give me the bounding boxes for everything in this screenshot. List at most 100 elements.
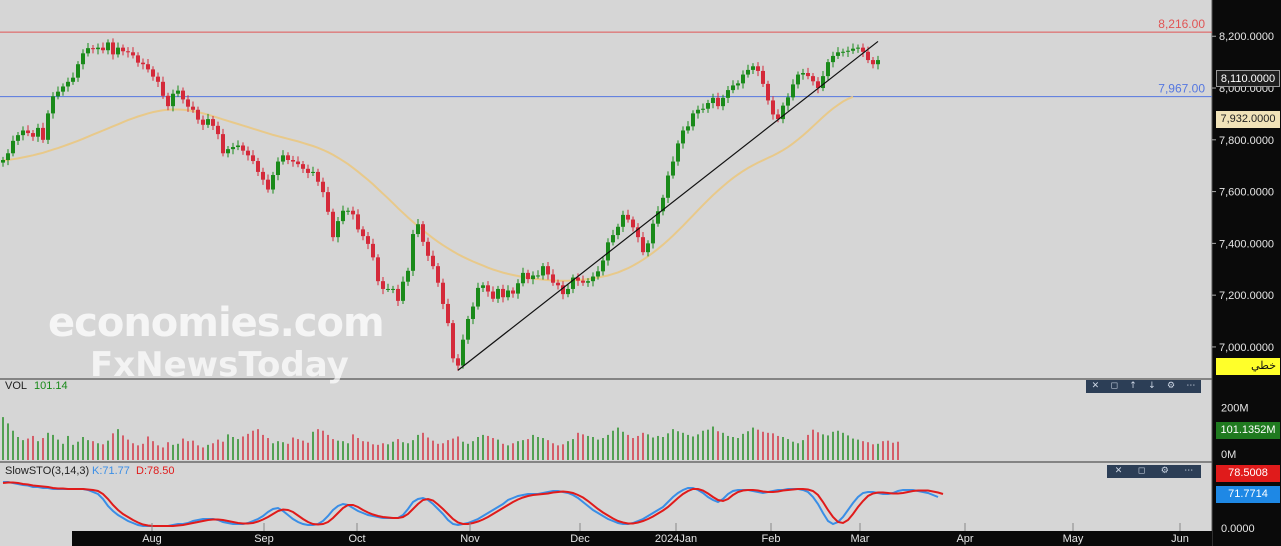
- resistance-label: 8,216.00: [1158, 17, 1205, 31]
- candle-body: [261, 171, 265, 180]
- time-tick-label: Dec: [570, 533, 590, 545]
- candle-body: [451, 323, 455, 359]
- candle-body: [606, 242, 610, 261]
- candle-body: [616, 226, 620, 236]
- candle-body: [81, 53, 85, 65]
- candle-body: [706, 103, 710, 109]
- candle-body: [811, 76, 815, 82]
- candle-body: [176, 90, 180, 94]
- candle-body: [11, 140, 15, 154]
- price-tick-label: 7,000.0000: [1219, 342, 1274, 354]
- candle-body: [511, 290, 515, 294]
- candle-body: [876, 60, 880, 65]
- time-tick-label: Apr: [956, 533, 973, 545]
- candle-body: [131, 52, 135, 56]
- candle-body: [816, 81, 820, 89]
- candle-body: [781, 105, 785, 120]
- candle-body: [871, 60, 875, 65]
- candle-body: [856, 47, 860, 49]
- candle-body: [306, 168, 310, 173]
- candle-body: [256, 161, 260, 172]
- restore-icon[interactable]: ◻: [1110, 381, 1118, 391]
- time-tick-label: Oct: [348, 533, 365, 545]
- more-icon[interactable]: ⋯: [1186, 381, 1196, 391]
- candle-body: [186, 99, 190, 107]
- stoch-k-label: K:71.77: [92, 465, 130, 477]
- time-tick-label: Sep: [254, 533, 274, 545]
- candle-body: [866, 51, 870, 61]
- candle-body: [271, 175, 275, 190]
- candle-body: [181, 90, 185, 100]
- candle-body: [701, 108, 705, 110]
- candle-body: [786, 97, 790, 106]
- candle-body: [326, 192, 330, 212]
- candle-body: [161, 81, 165, 96]
- stoch-d-label: D:78.50: [136, 465, 175, 477]
- candle-body: [156, 76, 160, 82]
- candle-body: [41, 127, 45, 140]
- stoch-label: SlowSTO(3,14,3): [5, 465, 89, 477]
- last-price-tag: 8,110.0000: [1216, 70, 1280, 87]
- candle-body: [6, 153, 10, 161]
- stoch-k-tag: 71.7714: [1216, 486, 1280, 503]
- time-tick-label: Jun: [1171, 533, 1189, 545]
- candle-body: [241, 145, 245, 151]
- stoch-pane-toolbar: ✕ ◻ ⚙ ⋯: [1107, 465, 1201, 478]
- move-up-icon[interactable]: ↑: [1129, 381, 1137, 391]
- candle-body: [716, 97, 720, 107]
- candle-body: [601, 260, 605, 272]
- candle-body: [191, 106, 195, 110]
- settings-icon[interactable]: ⚙: [1160, 466, 1169, 476]
- candle-body: [821, 76, 825, 89]
- candle-body: [531, 275, 535, 280]
- candle-body: [686, 126, 690, 131]
- candle-body: [101, 47, 105, 51]
- candle-body: [836, 52, 840, 56]
- candle-body: [731, 85, 735, 91]
- restore-icon[interactable]: ◻: [1137, 466, 1146, 476]
- move-down-icon[interactable]: ↓: [1148, 381, 1156, 391]
- candle-body: [561, 285, 565, 295]
- candle-body: [291, 160, 295, 162]
- close-icon[interactable]: ✕: [1091, 381, 1100, 391]
- candle-body: [521, 272, 525, 284]
- candle-body: [751, 66, 755, 70]
- candle-body: [526, 272, 530, 280]
- candle-body: [61, 86, 65, 92]
- candle-body: [841, 51, 845, 53]
- candle-body: [746, 69, 750, 75]
- price-tick-label: 7,200.0000: [1219, 290, 1274, 302]
- candle-body: [481, 285, 485, 288]
- candle-body: [246, 150, 250, 156]
- candle-body: [56, 91, 60, 97]
- candle-body: [201, 119, 205, 125]
- support-label: 7,967.00: [1158, 82, 1205, 96]
- candle-body: [336, 221, 340, 238]
- time-tick-label: Feb: [762, 533, 781, 545]
- candle-body: [851, 48, 855, 51]
- close-icon[interactable]: ✕: [1114, 466, 1123, 476]
- stoch-d-line: [2, 481, 944, 527]
- candle-body: [331, 211, 335, 238]
- candle-body: [66, 81, 70, 87]
- candle-body: [171, 93, 175, 107]
- trend-line: [457, 40, 879, 371]
- candle-body: [366, 236, 370, 244]
- candle-body: [411, 234, 415, 271]
- candle-body: [386, 288, 390, 290]
- more-icon[interactable]: ⋯: [1184, 466, 1194, 476]
- time-tick-label: May: [1063, 533, 1084, 545]
- stoch-tick-label: 0.0000: [1221, 523, 1255, 535]
- candle-body: [551, 274, 555, 283]
- line-tool-tag[interactable]: خطي: [1216, 358, 1280, 375]
- candle-body: [216, 125, 220, 135]
- price-tick-label: 8,200.0000: [1219, 31, 1274, 43]
- candle-body: [361, 229, 365, 237]
- settings-icon[interactable]: ⚙: [1166, 381, 1176, 391]
- volume-label: VOL: [5, 380, 27, 392]
- candle-body: [826, 62, 830, 77]
- candle-body: [286, 155, 290, 161]
- candle-body: [461, 339, 465, 366]
- candle-body: [466, 318, 470, 340]
- candle-body: [721, 97, 725, 107]
